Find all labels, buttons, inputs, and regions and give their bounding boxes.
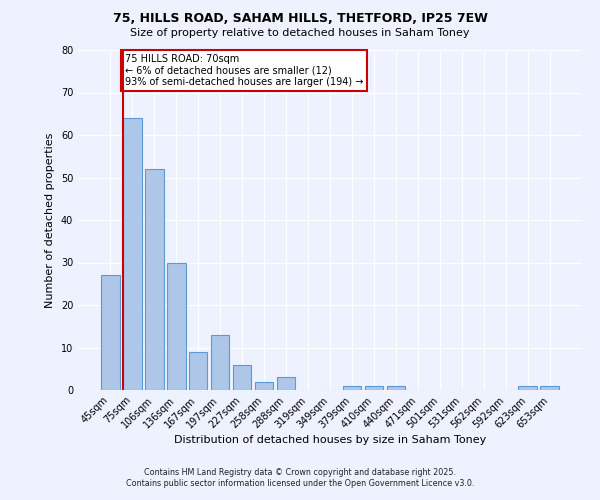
Text: 75, HILLS ROAD, SAHAM HILLS, THETFORD, IP25 7EW: 75, HILLS ROAD, SAHAM HILLS, THETFORD, I… bbox=[113, 12, 487, 26]
Text: Size of property relative to detached houses in Saham Toney: Size of property relative to detached ho… bbox=[130, 28, 470, 38]
Bar bbox=[189, 352, 208, 390]
Bar bbox=[365, 386, 383, 390]
Bar bbox=[255, 382, 274, 390]
Bar bbox=[343, 386, 361, 390]
Bar bbox=[277, 378, 295, 390]
Bar bbox=[541, 386, 559, 390]
X-axis label: Distribution of detached houses by size in Saham Toney: Distribution of detached houses by size … bbox=[174, 436, 486, 446]
Bar bbox=[101, 275, 119, 390]
Bar bbox=[167, 262, 185, 390]
Y-axis label: Number of detached properties: Number of detached properties bbox=[45, 132, 55, 308]
Text: 75 HILLS ROAD: 70sqm
← 6% of detached houses are smaller (12)
93% of semi-detach: 75 HILLS ROAD: 70sqm ← 6% of detached ho… bbox=[125, 54, 364, 88]
Bar bbox=[145, 169, 164, 390]
Bar bbox=[518, 386, 537, 390]
Bar bbox=[123, 118, 142, 390]
Bar bbox=[211, 335, 229, 390]
Text: Contains HM Land Registry data © Crown copyright and database right 2025.
Contai: Contains HM Land Registry data © Crown c… bbox=[126, 468, 474, 487]
Bar bbox=[386, 386, 405, 390]
Bar bbox=[233, 364, 251, 390]
